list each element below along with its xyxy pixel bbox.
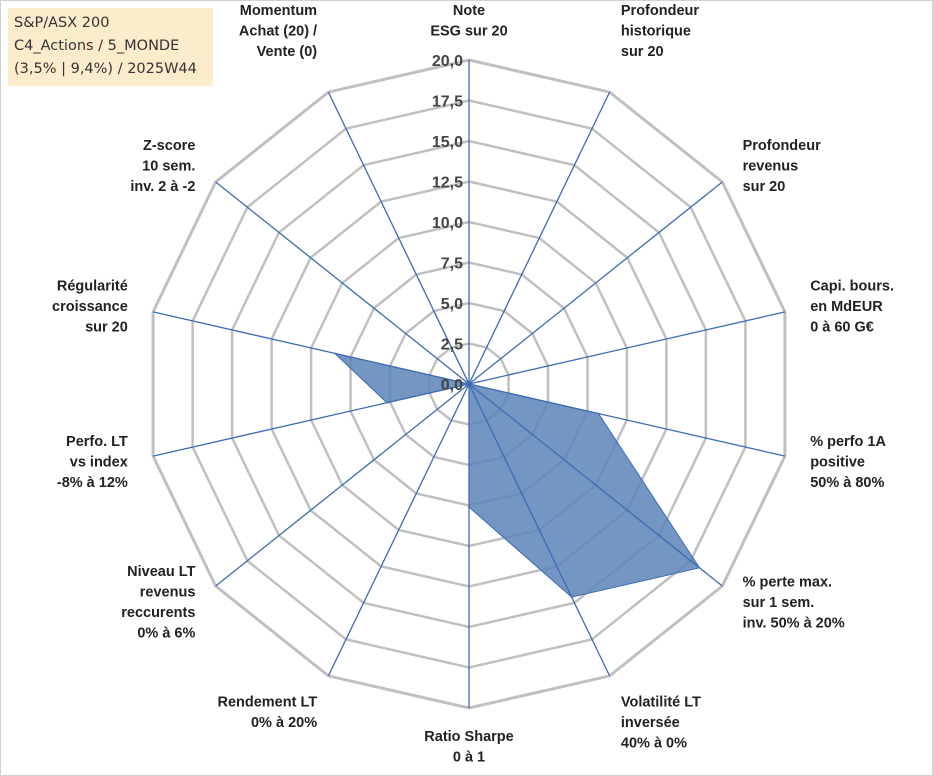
axis-label-line: ESG sur 20 [430,24,507,40]
tick-label: 0,0 [441,377,463,394]
axis-spoke [468,181,723,385]
axis-label: Régularité croissance sur 20 [52,278,128,335]
axis-label-line: sur 1 sem. [743,595,815,611]
axis-label-line: inv. 50% à 20% [743,616,845,632]
axis-label-line: Régularité [57,278,128,294]
axis-label-line: Profondeur [621,3,699,19]
tick-label: 2,5 [441,337,463,354]
axis-label: Z-score 10 sem. inv. 2 à -2 [130,138,195,195]
axis-label-line: historique [621,24,691,40]
axis-spoke [152,311,470,385]
axis-spoke [215,181,470,385]
tick-label: 12,5 [432,175,463,192]
axis-label: Volatilité LT inversée 40% à 0% [621,694,701,751]
axis-label-line: sur 20 [743,179,786,195]
axis-label-line: croissance [52,299,128,315]
axis-label-line: Ratio Sharpe [424,729,513,745]
axis-spoke [327,91,470,385]
axis-label-line: Rendement LT [217,694,317,710]
axis-spoke [468,383,723,587]
axis-label-line: sur 20 [621,44,664,60]
info-line-category: C4_Actions / 5_MONDE [14,38,180,54]
axis-label-line: Niveau LT [127,564,195,580]
axis-label-line: 10 sem. [142,159,195,175]
axis-spoke [468,383,611,677]
axis-label-line: Volatilité LT [621,694,701,710]
info-box: S&P/ASX 200 C4_Actions / 5_MONDE (3,5% |… [8,8,213,86]
info-line-index: S&P/ASX 200 [14,15,110,31]
axis-label-line: inv. 2 à -2 [130,179,195,195]
axis-label-line: inversée [621,715,680,731]
axis-label-line: Perfo. LT [66,434,128,450]
axis-label: Ratio Sharpe 0 à 1 [424,729,513,766]
axis-spoke [468,91,611,385]
axis-label-line: 0% à 20% [251,715,317,731]
axis-label-line: Vente (0) [257,44,318,60]
axis-label-line: % perte max. [743,575,832,591]
axis-label-line: revenus [140,585,196,601]
axis-spoke [152,383,470,457]
axis-label: Capi. bours. en MdEUR 0 à 60 G€ [810,278,894,335]
axis-label-line: positive [810,455,865,471]
axis-label-line: Momentum [240,3,317,19]
axis-label-line: 0 à 60 G€ [810,319,874,335]
axis-label-line: 50% à 80% [810,475,884,491]
axis-label-line: vs index [70,455,128,471]
axis-label-line: Note [453,3,485,19]
axis-label-line: revenus [743,159,799,175]
tick-label: 17,5 [432,94,463,111]
axis-label: Perfo. LT vs index -8% à 12% [57,434,128,491]
axis-spoke [468,311,786,385]
axis-label-line: 0% à 6% [137,626,195,642]
data-area [333,313,701,598]
axis-label: Profondeur historique sur 20 [621,3,699,60]
axis-label: Niveau LT revenus reccurents 0% à 6% [121,564,195,642]
axis-label: Momentum Achat (20) / Vente (0) [239,3,317,60]
axis-label: % perfo 1A positive 50% à 80% [810,434,886,491]
axis-label: Note ESG sur 20 [430,3,507,40]
axis-label-line: 40% à 0% [621,735,687,751]
tick-label: 5,0 [441,296,463,313]
axis-spoke [327,383,470,677]
axis-label-line: en MdEUR [810,299,883,315]
axis-label-line: % perfo 1A [810,434,886,450]
tick-label: 10,0 [432,215,463,232]
axis-label: Profondeur revenus sur 20 [743,138,821,195]
axis-spoke [215,383,470,587]
axis-label-line: Profondeur [743,138,821,154]
tick-label: 20,0 [432,53,463,70]
axis-label-line: sur 20 [85,319,128,335]
axis-label-line: 0 à 1 [453,750,485,766]
axis-label: % perte max. sur 1 sem. inv. 50% à 20% [743,575,845,632]
axis-label-line: Capi. bours. [810,278,894,294]
axis-label: Rendement LT 0% à 20% [217,694,317,731]
axis-label-line: reccurents [121,605,195,621]
tick-label: 7,5 [441,256,463,273]
axis-label-line: Achat (20) / [239,24,317,40]
info-line-params: (3,5% | 9,4%) / 2025W44 [14,61,197,77]
axis-label-line: Z-score [143,138,195,154]
axis-label-line: -8% à 12% [57,475,128,491]
tick-label: 15,0 [432,134,463,151]
axis-spoke [468,383,786,457]
